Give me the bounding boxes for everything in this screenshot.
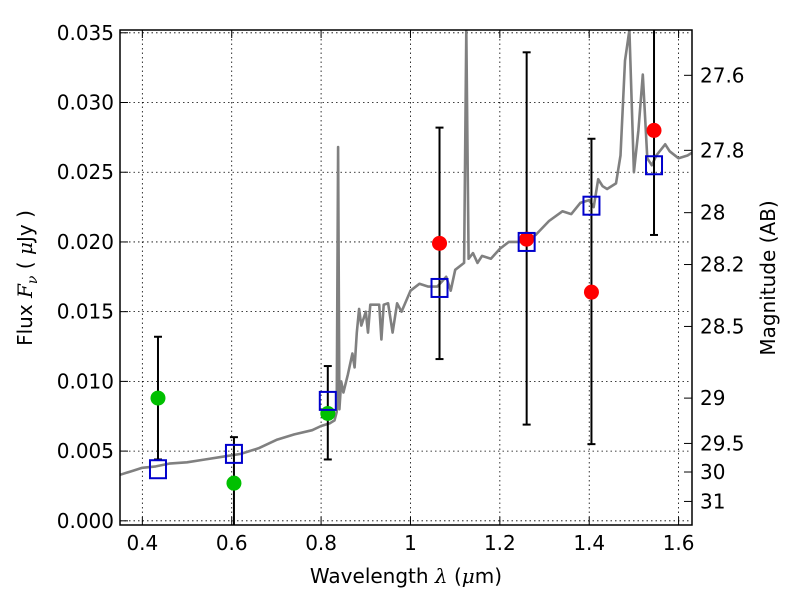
- marker-layer: [148, 122, 664, 491]
- green-data-point: [226, 475, 242, 491]
- model-photometry-square: [224, 443, 243, 464]
- model-photometry-square: [517, 231, 536, 252]
- y2-axis-title: Magnitude (AB): [756, 200, 780, 355]
- y2-tick-label: 28.2: [700, 253, 745, 277]
- y2-tick-label: 29.5: [700, 431, 745, 455]
- red-data-point: [519, 231, 535, 247]
- y2-tick-label: 29: [700, 386, 725, 410]
- ticks: 0.4 0.6 0.8 1 1.2 1.4 1.6 0.000 0.005 0.010 0.015 0…: [57, 21, 745, 555]
- x-tick-label: 1.4: [573, 531, 605, 555]
- y-tick-label: 0.020: [57, 230, 114, 254]
- y-tick-label: 0.010: [57, 369, 114, 393]
- y2-tick-label: 28: [700, 201, 725, 225]
- model-spectrum-line: [120, 30, 692, 477]
- x-tick-label: 0.6: [216, 531, 248, 555]
- plot-area: [120, 30, 692, 525]
- model-photometry-square: [582, 195, 601, 216]
- x-tick-label: 1: [404, 531, 417, 555]
- model-photometry-square: [430, 277, 449, 298]
- y2-tick-label: 27.6: [700, 63, 745, 87]
- y-tick-label: 0.005: [57, 439, 114, 463]
- y-tick-label: 0.015: [57, 300, 114, 324]
- red-data-point: [583, 284, 599, 300]
- y2-tick-label: 31: [700, 489, 725, 513]
- spectrum-layer: [120, 30, 692, 477]
- green-data-point: [150, 390, 166, 406]
- x-tick-label: 1.2: [484, 531, 516, 555]
- red-data-point: [432, 235, 448, 251]
- model-photometry-square: [318, 390, 337, 411]
- x-tick-label: 1.6: [663, 531, 695, 555]
- x-axis-title: Wavelength λ (μm): [310, 564, 502, 588]
- y2-tick-label: 27.8: [700, 138, 745, 162]
- model-photometry-square: [148, 459, 167, 480]
- model-photometry-square: [645, 155, 664, 176]
- y2-tick-label: 30: [700, 460, 725, 484]
- green-data-point: [320, 405, 336, 421]
- y-tick-label: 0.000: [57, 509, 114, 533]
- y-tick-label: 0.030: [57, 91, 114, 115]
- y-axis-title: Flux Fν ( μJy ): [13, 210, 41, 346]
- y-tick-label: 0.035: [57, 21, 114, 45]
- y2-tick-label: 28.5: [700, 314, 745, 338]
- plot-frame: [119, 29, 693, 526]
- red-data-point: [646, 122, 662, 138]
- x-tick-label: 0.4: [126, 531, 158, 555]
- grid: [120, 30, 692, 525]
- x-tick-label: 0.8: [305, 531, 337, 555]
- y-tick-label: 0.025: [57, 160, 114, 184]
